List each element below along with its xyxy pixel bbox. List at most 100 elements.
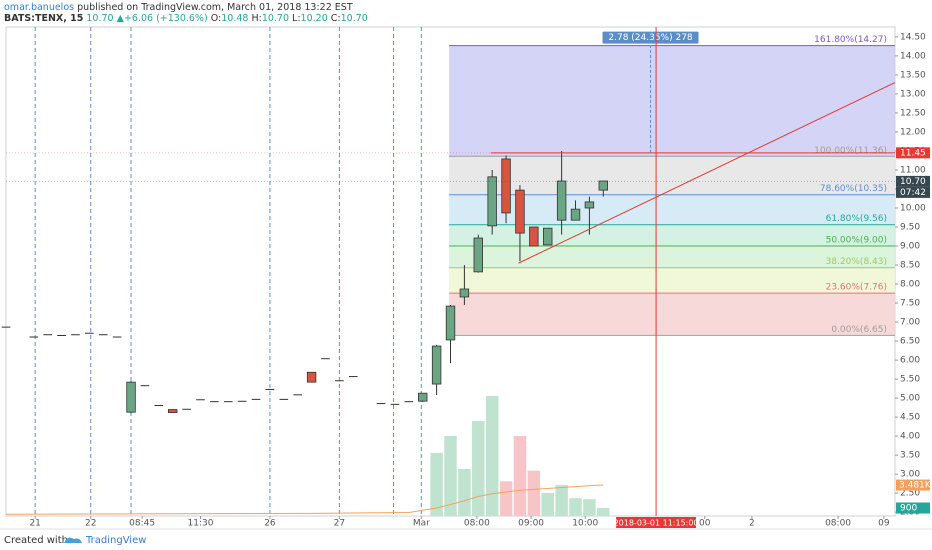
volume-bar: [513, 435, 527, 516]
fib-band: [449, 156, 895, 195]
candle-body: [335, 380, 344, 382]
volume-bar: [472, 420, 485, 516]
y-tick-label: 9.50: [900, 223, 920, 233]
x-tick-label: 26: [264, 519, 276, 529]
fib-label: 38.20%(8.43): [826, 257, 887, 267]
candle-body: [237, 400, 247, 402]
x-tick-label: 21: [29, 519, 40, 529]
price-badge: [896, 147, 930, 159]
fib-band: [449, 224, 895, 247]
x-tick-label: 2: [749, 519, 755, 529]
measure-label: 2.78 (24.35%) 278: [608, 33, 693, 43]
fib-band: [449, 45, 895, 157]
author[interactable]: omar.banuelos: [4, 2, 74, 13]
y-tick-label: 14.00: [900, 51, 926, 61]
countdown-badge: [896, 186, 930, 198]
change: +6.06 (+130.6%): [124, 13, 208, 24]
volume-ma-badge: [896, 479, 930, 491]
x-tick-label: 08:00: [464, 519, 490, 529]
volume-bar: [430, 452, 443, 516]
candle-body: [306, 371, 317, 383]
x-tick-label: 10:00: [572, 519, 598, 529]
y-tick-label: 13.50: [900, 70, 926, 80]
candle-body: [85, 332, 94, 334]
candle-body: [57, 335, 66, 337]
candle-body: [265, 388, 275, 390]
y-tick-label: 3.50: [900, 451, 920, 461]
candle-body: [321, 358, 330, 360]
published: published on TradingView.com, March 01, …: [77, 2, 353, 13]
footer-brand[interactable]: TradingView: [85, 535, 146, 546]
header-line-2: BATS:TENX, 15 10.70 ▲+6.06 (+130.6%) O:1…: [4, 13, 368, 24]
last-price: 10.70: [86, 13, 113, 24]
x-tick-label: 27: [334, 519, 345, 529]
volume-bar: [541, 492, 554, 516]
footer-created: Created with: [4, 535, 68, 546]
x-tick-label: Mar: [413, 519, 430, 529]
fib-label: 23.60%(7.76): [826, 283, 887, 293]
candle-body: [404, 401, 414, 403]
fib-label: 61.80%(9.56): [826, 214, 887, 224]
candle-body: [501, 158, 511, 214]
candle-body: [167, 409, 178, 413]
candle-body: [140, 385, 150, 387]
volume-ma: [5, 484, 604, 515]
change-arrow: ▲: [117, 13, 125, 24]
volume-bar: [499, 481, 513, 516]
candle-body: [196, 399, 205, 401]
candle-body: [154, 404, 164, 406]
ohlc-key: O:: [211, 13, 222, 24]
crosshair-badge: [616, 517, 697, 528]
candle-body: [515, 189, 525, 234]
fib-label: 0.00%(6.65): [831, 325, 887, 335]
y-tick-label: 9.00: [900, 242, 920, 252]
candle-body: [418, 392, 428, 402]
candle-body: [279, 398, 289, 400]
candle-body: [112, 336, 122, 338]
candle-body: [293, 394, 303, 396]
candle-body: [445, 305, 456, 341]
y-tick-label: 5.50: [900, 375, 920, 385]
trend-line: [518, 82, 896, 264]
volume-bar: [527, 470, 541, 516]
volume-bar: [555, 484, 568, 516]
y-tick-label: 8.00: [900, 280, 920, 290]
ohlc-value: 10.48: [221, 13, 248, 24]
y-tick-label: 14.50: [900, 32, 926, 42]
y-tick-label: 13.00: [900, 89, 926, 99]
ohlc-key: C:: [331, 13, 341, 24]
candle-body: [223, 401, 233, 403]
plot-layer: 0.00%(6.65) 23.60%(7.76) 38.20%(8.43) 50.00…: [1, 27, 932, 529]
x-tick-label: 00: [699, 519, 711, 529]
candle-body: [126, 381, 136, 413]
volume-bar: [485, 395, 499, 516]
candle-body: [251, 398, 261, 400]
volume-bar: [583, 499, 596, 516]
candle-body: [556, 180, 567, 221]
price-badge-label: 11.45: [900, 148, 926, 158]
y-tick-label: 3.00: [900, 470, 920, 480]
volume-bar: [444, 435, 457, 516]
candle-body: [431, 345, 442, 385]
y-tick-label: 10.00: [900, 203, 926, 213]
volume-bar: [458, 468, 471, 516]
x-tick-label: 22: [85, 519, 96, 529]
candle-body: [570, 208, 581, 221]
candle-body: [29, 336, 39, 338]
ohlc-key: H:: [251, 13, 261, 24]
y-tick-label: 8.50: [900, 261, 920, 271]
ohlc-value: 10.70: [262, 13, 289, 24]
candle-body: [348, 376, 358, 378]
volume-badge: [896, 502, 930, 514]
ohlc-value: 10.20: [301, 13, 328, 24]
measure-box: [602, 31, 699, 44]
y-tick-label: 2.50: [900, 489, 920, 499]
y-tick-label: 7.50: [900, 299, 920, 309]
header-line-1: omar.banuelos published on TradingView.c…: [4, 2, 353, 13]
candle-body: [390, 403, 400, 405]
y-tick-label: 7.00: [900, 318, 920, 328]
fib-band: [449, 246, 895, 268]
y-tick-label: 6.50: [900, 337, 920, 347]
ohlc-value: 10.70: [341, 13, 368, 24]
x-tick-label: 08:45: [129, 519, 155, 529]
